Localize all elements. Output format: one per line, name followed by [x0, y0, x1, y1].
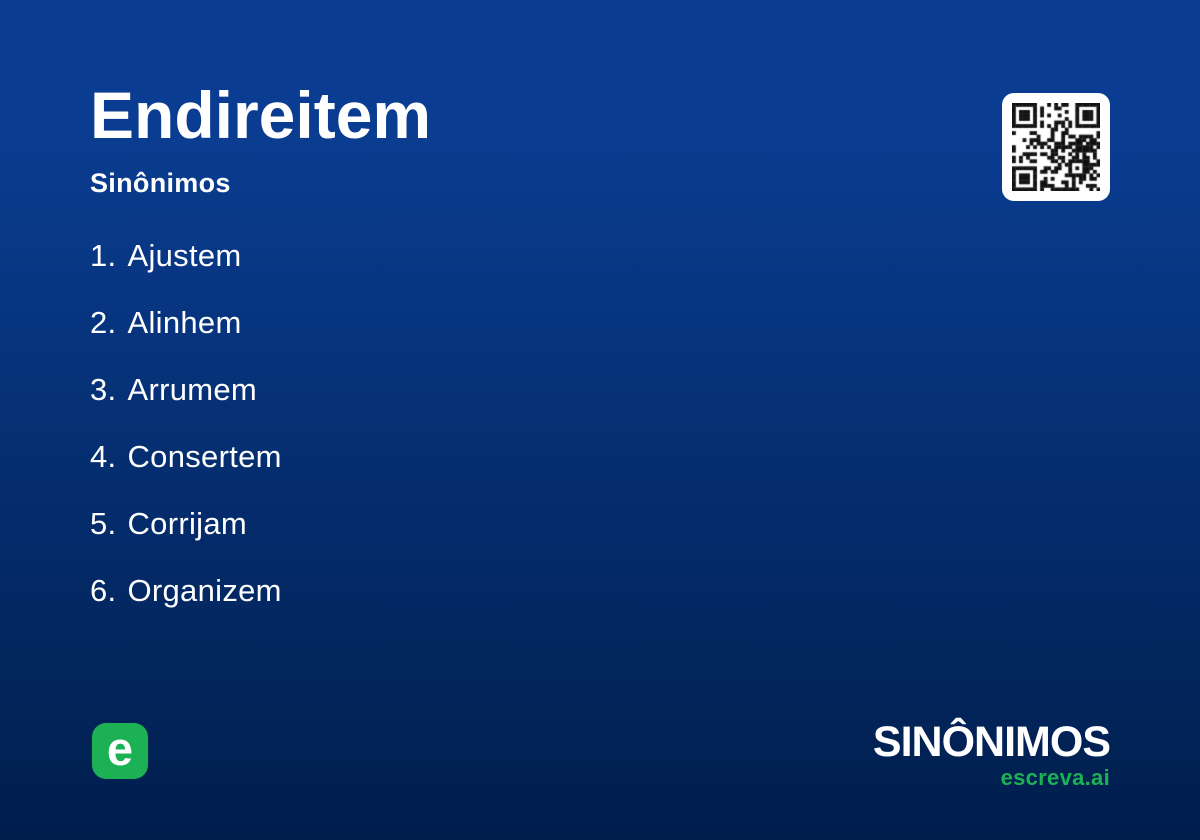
synonyms-list: 1. Ajustem 2. Alinhem 3. Arrumem 4. Cons…: [90, 222, 282, 624]
synonym-number: 6.: [90, 572, 117, 608]
word-title: Endireitem: [90, 78, 432, 152]
synonym-word: Consertem: [127, 438, 282, 474]
synonym-number: 3.: [90, 371, 117, 407]
synonym-item: 6. Organizem: [90, 557, 282, 624]
synonym-word: Corrijam: [127, 505, 247, 541]
synonym-word: Ajustem: [127, 237, 242, 273]
brand-domain: escreva.ai: [1000, 765, 1110, 790]
synonym-word: Alinhem: [127, 304, 242, 340]
qr-code: [1002, 93, 1110, 201]
subtitle: Sinônimos: [90, 168, 231, 198]
synonym-number: 5.: [90, 505, 117, 541]
logo-letter: e: [106, 721, 134, 775]
synonym-word: Arrumem: [127, 371, 258, 407]
synonym-item: 1. Ajustem: [90, 222, 282, 289]
synonym-number: 4.: [90, 438, 117, 474]
synonym-item: 3. Arrumem: [90, 356, 282, 423]
qr-code-pattern: [1012, 103, 1100, 191]
escreva-e-logo: e: [92, 723, 148, 779]
brand-block: SINÔNIMOS escreva.ai: [872, 718, 1111, 790]
synonym-word: Organizem: [127, 572, 282, 608]
synonym-item: 2. Alinhem: [90, 289, 282, 356]
synonym-item: 5. Corrijam: [90, 490, 282, 557]
synonym-number: 1.: [90, 237, 117, 273]
synonym-number: 2.: [90, 304, 117, 340]
brand-name: SINÔNIMOS: [872, 718, 1111, 766]
synonym-item: 4. Consertem: [90, 423, 282, 490]
